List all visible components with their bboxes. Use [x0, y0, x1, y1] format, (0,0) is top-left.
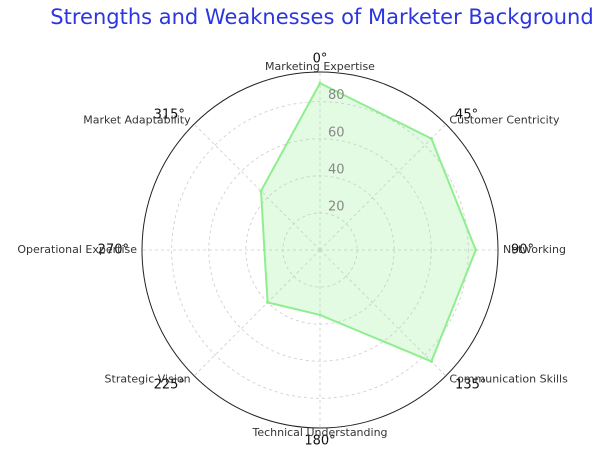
- angle-label: 180°: [304, 434, 335, 449]
- radar-point: [266, 300, 270, 304]
- category-label: Operational Expertise: [17, 243, 137, 256]
- grid-ring: [171, 101, 469, 399]
- radar-point: [259, 189, 263, 193]
- category-label: Strategic Vision: [105, 372, 191, 385]
- category-label: Technical Understanding: [251, 426, 387, 439]
- outer-frame: [141, 71, 499, 429]
- angle-label: 225°: [154, 378, 185, 393]
- r-tick-label: 60: [328, 125, 345, 140]
- radar-point: [318, 81, 322, 85]
- radar-point: [262, 248, 266, 252]
- category-label: Customer Centricity: [449, 114, 560, 127]
- category-label: Market Adaptability: [83, 114, 191, 127]
- r-tick-label: 20: [328, 199, 345, 214]
- r-tick-label: 80: [328, 88, 345, 103]
- r-tick-label: 40: [328, 162, 345, 177]
- radar-point: [429, 359, 433, 363]
- angle-label: 135°: [455, 378, 486, 393]
- category-label: Marketing Expertise: [265, 60, 375, 73]
- radar-point: [318, 313, 322, 317]
- angle-label: 45°: [455, 107, 478, 122]
- radar-point: [429, 137, 433, 141]
- category-label: Communication Skills: [449, 372, 568, 385]
- chart-title: Strengths and Weaknesses of Marketer Bac…: [50, 5, 593, 29]
- angle-label: 0°: [313, 52, 328, 67]
- angle-label: 270°: [98, 243, 129, 258]
- grid-ring: [208, 138, 432, 362]
- angle-label: 90°: [511, 243, 534, 258]
- angle-label: 315°: [154, 107, 185, 122]
- category-label: Networking: [503, 243, 566, 256]
- radar-point: [474, 248, 478, 252]
- radar-area: [259, 81, 477, 363]
